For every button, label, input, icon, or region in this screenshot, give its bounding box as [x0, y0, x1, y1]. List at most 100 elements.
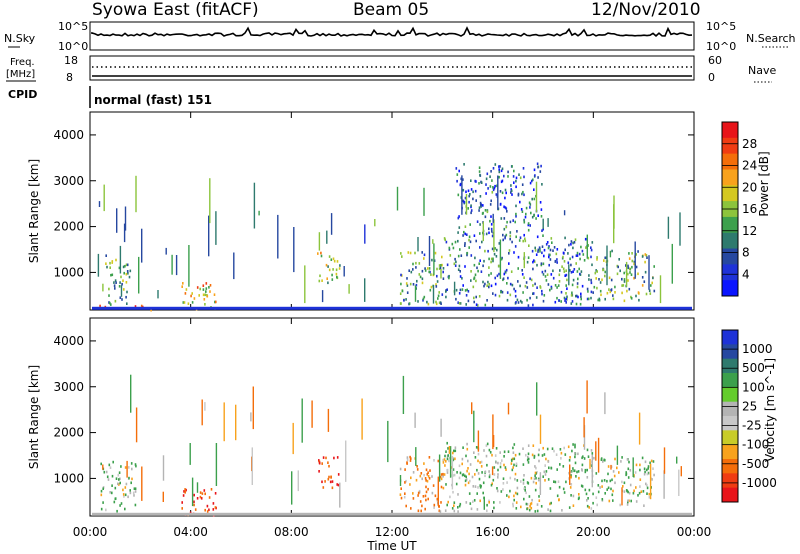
y-tick-label-1000: 1000: [53, 471, 84, 485]
x-tick-label-0: 00:00: [73, 525, 108, 539]
data-cell: [532, 292, 534, 295]
data-cell: [464, 242, 466, 245]
data-cell: [581, 463, 584, 467]
data-cell: [479, 201, 482, 205]
data-cell: [508, 249, 511, 252]
data-cell: [619, 269, 621, 273]
data-cell: [570, 243, 572, 246]
data-streak: [204, 402, 206, 411]
data-cell: [204, 293, 207, 297]
data-cell: [518, 452, 521, 456]
data-cell: [513, 498, 515, 502]
data-cell: [459, 502, 462, 506]
data-cell: [498, 264, 500, 268]
data-cell: [467, 189, 470, 193]
data-cell: [498, 165, 500, 168]
data-cell: [652, 460, 655, 463]
data-cell: [403, 299, 405, 302]
data-streak: [277, 214, 279, 259]
data-streak: [610, 464, 612, 470]
colorbar-swatch: [722, 473, 738, 489]
data-streak: [339, 482, 341, 508]
data-cell: [638, 491, 641, 495]
data-cell: [550, 466, 552, 470]
data-cell: [559, 463, 561, 466]
data-cell: [571, 449, 573, 453]
data-cell: [553, 449, 555, 453]
data-cell: [318, 461, 321, 465]
data-cell: [464, 474, 466, 478]
data-cell: [523, 276, 525, 279]
x-tick-label-6: 00:00: [677, 525, 712, 539]
data-cell: [554, 284, 557, 287]
data-cell: [628, 257, 631, 260]
data-cell: [408, 302, 411, 305]
data-cell: [521, 183, 524, 186]
data-cell: [533, 260, 536, 263]
data-cell: [556, 248, 559, 251]
data-cell: [563, 446, 565, 450]
data-cell: [523, 487, 525, 490]
data-cell: [470, 209, 473, 212]
data-cell: [208, 508, 210, 512]
data-cell: [646, 472, 649, 476]
data-cell: [118, 483, 120, 486]
data-cell: [212, 502, 215, 505]
data-cell: [647, 467, 649, 470]
data-streak: [539, 414, 542, 444]
data-cell: [606, 479, 608, 483]
data-cell: [558, 498, 560, 501]
data-cell: [523, 193, 525, 197]
data-cell: [460, 254, 463, 257]
data-cell: [534, 249, 537, 252]
data-streak: [215, 443, 218, 486]
data-cell: [469, 463, 472, 466]
data-cell: [532, 480, 535, 484]
data-cell: [621, 277, 623, 281]
data-cell: [437, 297, 439, 300]
data-cell: [590, 255, 592, 259]
data-cell: [627, 264, 629, 268]
data-cell: [578, 476, 580, 480]
data-cell: [126, 302, 128, 305]
data-cell: [108, 287, 110, 291]
data-cell: [201, 492, 204, 495]
data-cell: [183, 301, 186, 304]
data-streak: [326, 230, 328, 244]
data-cell: [556, 286, 558, 289]
data-cell: [444, 464, 446, 467]
data-cell: [455, 297, 457, 301]
data-cell: [215, 300, 217, 304]
data-cell: [616, 264, 619, 268]
data-cell: [462, 446, 464, 449]
data-cell: [522, 167, 525, 170]
data-cell: [531, 179, 533, 183]
data-cell: [124, 486, 127, 489]
data-cell: [554, 300, 557, 304]
data-cell: [434, 251, 437, 255]
data-cell: [549, 253, 551, 257]
data-cell: [540, 208, 543, 211]
data-cell: [629, 469, 632, 472]
data-cell: [506, 282, 508, 285]
data-cell: [458, 302, 461, 305]
data-streak: [141, 228, 143, 263]
data-cell: [630, 499, 632, 503]
data-cell: [576, 251, 579, 255]
data-cell: [422, 297, 425, 301]
data-cell: [577, 452, 579, 456]
data-cell: [474, 273, 477, 277]
data-cell: [405, 298, 407, 301]
data-cell: [459, 248, 461, 251]
data-cell: [607, 472, 609, 476]
data-cell: [590, 296, 592, 300]
data-cell: [524, 239, 527, 243]
data-cell: [511, 165, 513, 168]
data-cell: [419, 474, 422, 478]
data-cell: [509, 293, 512, 297]
data-cell: [409, 282, 412, 286]
data-cell: [209, 284, 212, 287]
data-cell: [535, 466, 537, 470]
data-streak: [507, 402, 510, 415]
data-cell: [547, 246, 550, 250]
